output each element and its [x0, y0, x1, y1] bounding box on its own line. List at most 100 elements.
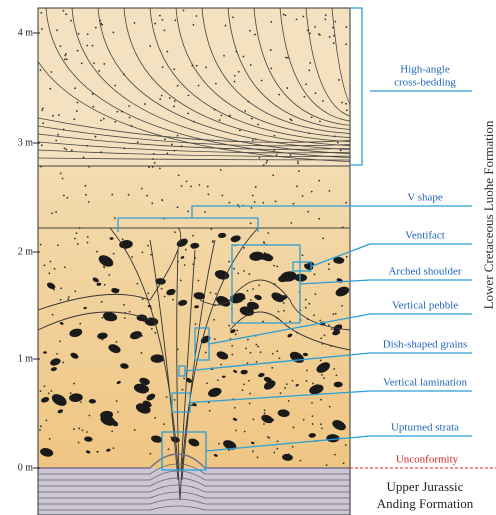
sand-grain — [59, 340, 61, 342]
sand-grain — [225, 25, 227, 27]
sand-grain — [296, 18, 298, 20]
sand-grain — [191, 404, 193, 406]
sand-grain — [275, 200, 277, 202]
sand-grain — [83, 156, 85, 158]
sand-grain — [322, 100, 324, 102]
sand-grain — [163, 423, 165, 425]
sand-grain — [320, 337, 322, 339]
sand-grain — [245, 348, 247, 350]
sand-grain — [235, 334, 237, 336]
sand-grain — [268, 437, 270, 439]
sand-grain — [290, 154, 292, 156]
sand-grain — [261, 80, 263, 82]
sand-grain — [264, 412, 266, 414]
sand-grain — [161, 288, 163, 290]
sand-grain — [168, 448, 170, 450]
sand-grain — [79, 323, 81, 325]
sand-grain — [92, 93, 94, 95]
sand-grain — [164, 296, 166, 298]
sand-grain — [142, 298, 144, 300]
sand-grain — [148, 166, 150, 168]
sand-grain — [311, 402, 313, 404]
sand-grain — [270, 49, 272, 51]
sand-grain — [113, 447, 115, 449]
sand-grain — [111, 430, 113, 432]
sand-grain — [277, 440, 279, 442]
sand-grain — [99, 20, 101, 22]
sand-grain — [122, 238, 124, 240]
sand-grain — [190, 186, 192, 188]
sand-grain — [111, 194, 113, 196]
sand-grain — [108, 274, 110, 276]
sand-grain — [252, 288, 254, 290]
annotation-label: Vertical lamination — [383, 377, 467, 389]
sand-grain — [101, 317, 103, 319]
sand-grain — [296, 185, 298, 187]
sand-grain — [255, 344, 257, 346]
sand-grain — [66, 197, 68, 199]
sand-grain — [183, 378, 185, 380]
sand-grain — [173, 68, 175, 70]
sand-grain — [315, 293, 317, 295]
sand-grain — [247, 101, 249, 103]
sand-grain — [116, 341, 118, 343]
sand-grain — [278, 94, 280, 96]
sand-grain — [247, 290, 249, 292]
sand-grain — [103, 118, 105, 120]
sand-grain — [284, 387, 286, 389]
sand-grain — [302, 16, 304, 18]
sand-grain — [276, 154, 278, 156]
sand-grain — [272, 353, 274, 355]
sand-grain — [254, 34, 256, 36]
sand-grain — [113, 253, 115, 255]
sand-grain — [292, 446, 294, 448]
sand-grain — [287, 57, 289, 59]
sand-grain — [174, 19, 176, 21]
sand-grain — [85, 194, 87, 196]
sand-grain — [161, 199, 163, 201]
sand-grain — [150, 453, 152, 455]
sand-grain — [171, 144, 173, 146]
sand-grain — [42, 107, 44, 109]
sand-grain — [258, 157, 260, 159]
sand-grain — [342, 226, 344, 228]
upper-formation: Lower Cretaceous Luohe Formation — [481, 120, 496, 309]
sand-grain — [334, 135, 336, 137]
annotation-label: Ventifact — [405, 230, 445, 242]
sand-grain — [243, 270, 245, 272]
sand-grain — [297, 161, 299, 163]
sand-grain — [305, 299, 307, 301]
sand-grain — [181, 185, 183, 187]
sand-grain — [114, 121, 116, 123]
annotation-label: Upturned strata — [391, 422, 459, 434]
sand-grain — [221, 115, 223, 117]
sand-grain — [243, 383, 245, 385]
sand-grain — [332, 27, 334, 29]
sand-grain — [215, 293, 217, 295]
depth-label: 2 m — [18, 246, 34, 257]
sand-grain — [265, 162, 267, 164]
sand-grain — [149, 45, 151, 47]
sand-grain — [128, 105, 130, 107]
sand-grain — [283, 310, 285, 312]
sand-grain — [266, 160, 268, 162]
sand-grain — [320, 423, 322, 425]
sand-grain — [164, 30, 166, 32]
sand-grain — [65, 53, 67, 55]
sand-grain — [78, 33, 80, 35]
sand-grain — [243, 247, 245, 249]
sand-grain — [124, 317, 126, 319]
sand-grain — [320, 399, 322, 401]
sand-grain — [112, 32, 114, 34]
sand-grain — [328, 268, 330, 270]
sand-grain — [253, 419, 255, 421]
sand-grain — [81, 62, 83, 64]
sand-grain — [231, 345, 233, 347]
sand-grain — [255, 186, 257, 188]
sand-grain — [92, 45, 94, 47]
sand-grain — [232, 16, 234, 18]
sand-grain — [195, 323, 197, 325]
sand-grain — [260, 351, 262, 353]
sand-grain — [248, 273, 250, 275]
sand-grain — [345, 43, 347, 45]
